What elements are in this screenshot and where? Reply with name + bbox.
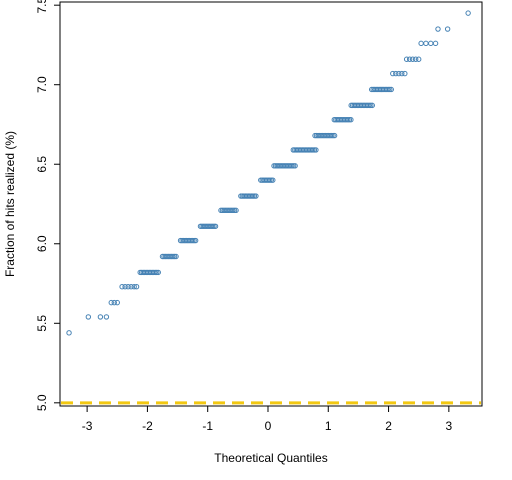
data-point bbox=[396, 70, 402, 77]
data-point bbox=[292, 163, 298, 169]
data-point bbox=[122, 284, 128, 290]
y-tick-label: 5.0 bbox=[35, 394, 49, 411]
y-tick-label: 6.0 bbox=[35, 235, 49, 252]
x-axis: -3 -2 -1 0 1 2 3 bbox=[82, 405, 452, 433]
data-point bbox=[85, 314, 92, 320]
data-point bbox=[133, 284, 140, 290]
x-tick-label: 1 bbox=[325, 419, 332, 433]
data-point bbox=[399, 70, 405, 77]
data-point bbox=[432, 40, 439, 47]
x-tick-label: -3 bbox=[82, 419, 93, 433]
data-point bbox=[103, 314, 110, 320]
x-tick-label: -2 bbox=[142, 419, 153, 433]
y-tick-label: 5.5 bbox=[35, 315, 49, 332]
data-point bbox=[416, 56, 422, 62]
data-point bbox=[403, 56, 410, 62]
data-point bbox=[192, 237, 199, 244]
data-point bbox=[402, 70, 408, 77]
data-point bbox=[128, 284, 134, 290]
data-point bbox=[406, 56, 413, 62]
data-point bbox=[108, 299, 114, 306]
data-point bbox=[173, 253, 179, 260]
data-point bbox=[412, 56, 419, 62]
data-point bbox=[409, 56, 416, 62]
data-point bbox=[125, 284, 131, 290]
data-point bbox=[66, 330, 72, 336]
x-axis-label: Theoretical Quantiles bbox=[214, 451, 327, 465]
y-tick-label: 7.5 bbox=[35, 0, 49, 14]
data-point bbox=[212, 223, 219, 229]
data-point bbox=[131, 284, 137, 290]
data-point bbox=[119, 284, 125, 290]
plot-frame bbox=[59, 1, 483, 407]
data-point bbox=[444, 26, 451, 32]
x-tick-label: -1 bbox=[202, 419, 213, 433]
data-point bbox=[97, 314, 104, 320]
x-tick-label: 2 bbox=[385, 419, 392, 433]
data-point bbox=[388, 86, 394, 93]
data-point bbox=[465, 10, 471, 16]
data-point bbox=[348, 117, 354, 123]
data-point bbox=[390, 70, 396, 77]
data-point bbox=[111, 299, 117, 306]
y-axis: 5.0 5.5 6.0 6.5 7.0 7.5 bbox=[35, 0, 61, 411]
y-tick-label: 7.0 bbox=[35, 76, 49, 93]
data-point bbox=[393, 70, 399, 77]
data-point bbox=[331, 132, 338, 139]
data-point bbox=[270, 177, 276, 183]
x-tick-label: 0 bbox=[265, 419, 272, 433]
data-point bbox=[155, 269, 161, 276]
data-point bbox=[253, 193, 259, 199]
data-point bbox=[423, 40, 429, 47]
data-point bbox=[435, 26, 441, 32]
x-tick-label: 3 bbox=[445, 419, 452, 433]
data-point bbox=[428, 40, 434, 47]
data-point bbox=[114, 299, 120, 306]
y-tick-label: 6.5 bbox=[35, 156, 49, 173]
data-points bbox=[66, 10, 471, 336]
data-point bbox=[418, 40, 424, 47]
y-axis-label: Fraction of hits realized (%) bbox=[3, 131, 17, 277]
data-point bbox=[233, 207, 239, 214]
data-point bbox=[313, 147, 319, 153]
data-point bbox=[369, 102, 375, 109]
